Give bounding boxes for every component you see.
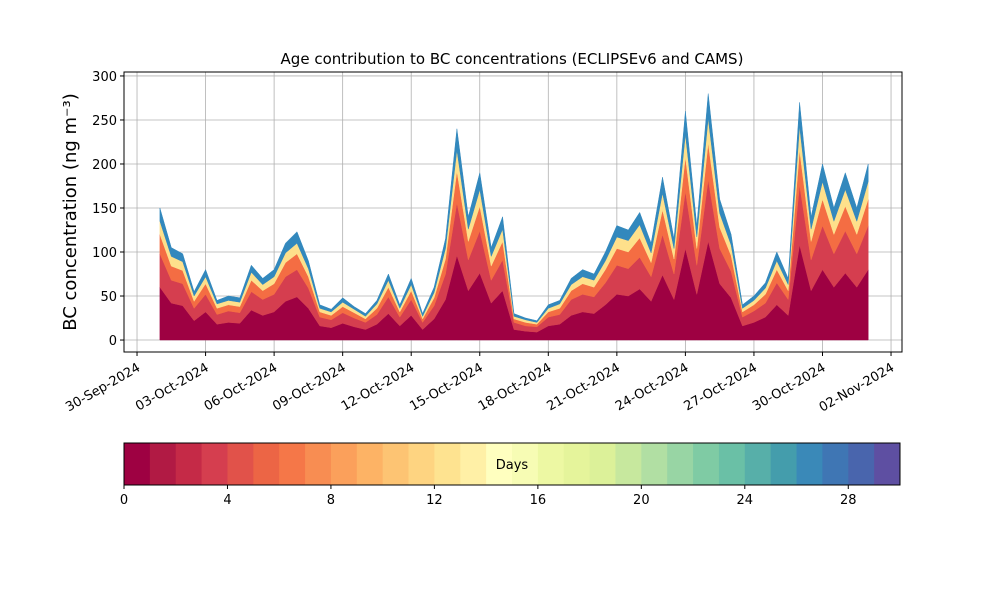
area-layer [159, 93, 869, 323]
colorbar-swatch [330, 443, 358, 485]
colorbar-tick-label: 20 [633, 493, 650, 508]
colorbar-swatch [434, 443, 461, 485]
colorbar-swatch [615, 443, 642, 485]
colorbar-swatch [486, 443, 513, 485]
colorbar-swatch [537, 443, 565, 485]
colorbar-swatch [512, 443, 539, 485]
x-tick-label: 15-Oct-2024 [407, 360, 485, 414]
colorbar-swatch [253, 443, 280, 485]
colorbar-tick-label: 4 [223, 493, 231, 508]
colorbar-swatch [718, 443, 746, 485]
colorbar-tick-label: 24 [737, 493, 754, 508]
colorbar-swatch [563, 443, 591, 485]
x-tick-label: 12-Oct-2024 [339, 360, 417, 414]
colorbar-label: Days [496, 458, 529, 473]
colorbar-frame [123, 442, 901, 486]
y-tick-label: 150 [92, 202, 117, 217]
x-tick-label: 06-Oct-2024 [202, 360, 280, 414]
x-tick-label: 30-Sep-2024 [63, 360, 143, 415]
colorbar-tick-label: 16 [530, 493, 547, 508]
colorbar-swatch [124, 443, 151, 485]
colorbar-swatch [460, 443, 487, 485]
y-axis-label: BC concentration (ng m⁻³) [60, 93, 81, 331]
colorbar-swatch [356, 443, 384, 485]
x-tick-label: 18-Oct-2024 [476, 360, 554, 414]
colorbar-tick-label: 12 [426, 493, 443, 508]
y-tick-label: 50 [100, 290, 117, 305]
x-tick-label: 21-Oct-2024 [544, 360, 622, 414]
colorbar-swatch [382, 443, 410, 485]
colorbar-swatch [848, 443, 875, 485]
y-tick-label: 100 [92, 246, 117, 261]
colorbar-swatch [744, 443, 772, 485]
colorbar-tick-label: 0 [120, 493, 128, 508]
colorbar-swatch [822, 443, 849, 485]
plot-frame [123, 71, 903, 353]
x-tick-label: 30-Oct-2024 [750, 360, 828, 414]
colorbar-tick-label: 28 [840, 493, 857, 508]
colorbar-swatch [279, 443, 306, 485]
colorbar-swatch [641, 443, 668, 485]
colorbar-swatch [305, 443, 332, 485]
colorbar-swatch [667, 443, 694, 485]
x-tick-label: 24-Oct-2024 [613, 360, 691, 414]
colorbar-swatch [149, 443, 177, 485]
colorbar-swatch [589, 443, 616, 485]
colorbar-swatch [796, 443, 823, 485]
colorbar-swatch [693, 443, 720, 485]
x-tick-label: 27-Oct-2024 [682, 360, 760, 414]
area-layer [159, 179, 869, 333]
colorbar-swatch [175, 443, 203, 485]
colorbar-swatch [874, 443, 901, 485]
x-tick-label: 02-Nov-2024 [817, 360, 897, 415]
y-tick-label: 200 [92, 158, 117, 173]
y-tick-label: 0 [109, 334, 117, 349]
chart-title: Age contribution to BC concentrations (E… [281, 50, 744, 68]
colorbar-swatch [227, 443, 254, 485]
colorbar-swatch [408, 443, 435, 485]
colorbar-swatch [770, 443, 798, 485]
colorbar-tick-label: 8 [327, 493, 335, 508]
y-tick-label: 300 [92, 70, 117, 85]
x-tick-label: 09-Oct-2024 [270, 360, 348, 414]
colorbar-swatch [201, 443, 228, 485]
y-tick-label: 250 [92, 114, 117, 129]
x-tick-label: 03-Oct-2024 [133, 360, 211, 414]
